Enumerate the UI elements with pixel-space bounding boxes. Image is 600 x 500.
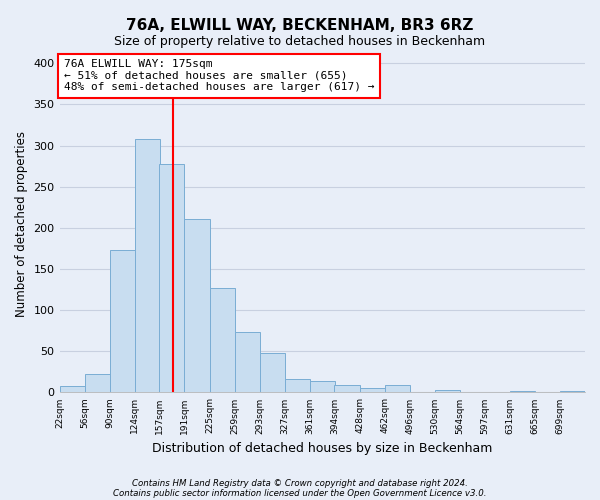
Bar: [560, 391, 585, 392]
Bar: [184, 219, 209, 392]
Text: Contains HM Land Registry data © Crown copyright and database right 2024.: Contains HM Land Registry data © Crown c…: [132, 478, 468, 488]
Bar: [160, 164, 184, 392]
Bar: [359, 388, 385, 392]
Bar: [135, 139, 160, 392]
Bar: [209, 288, 235, 393]
Bar: [235, 332, 260, 392]
Bar: [435, 390, 460, 392]
Text: Contains public sector information licensed under the Open Government Licence v3: Contains public sector information licen…: [113, 488, 487, 498]
X-axis label: Distribution of detached houses by size in Beckenham: Distribution of detached houses by size …: [152, 442, 493, 455]
Bar: [110, 250, 135, 392]
Bar: [385, 385, 410, 392]
Bar: [285, 380, 310, 392]
Bar: [59, 386, 85, 392]
Bar: [334, 385, 359, 392]
Bar: [85, 374, 110, 392]
Text: Size of property relative to detached houses in Beckenham: Size of property relative to detached ho…: [115, 35, 485, 48]
Y-axis label: Number of detached properties: Number of detached properties: [15, 130, 28, 316]
Bar: [509, 391, 535, 392]
Text: 76A, ELWILL WAY, BECKENHAM, BR3 6RZ: 76A, ELWILL WAY, BECKENHAM, BR3 6RZ: [127, 18, 473, 32]
Bar: [310, 381, 335, 392]
Bar: [260, 353, 285, 393]
Text: 76A ELWILL WAY: 175sqm
← 51% of detached houses are smaller (655)
48% of semi-de: 76A ELWILL WAY: 175sqm ← 51% of detached…: [64, 59, 374, 92]
